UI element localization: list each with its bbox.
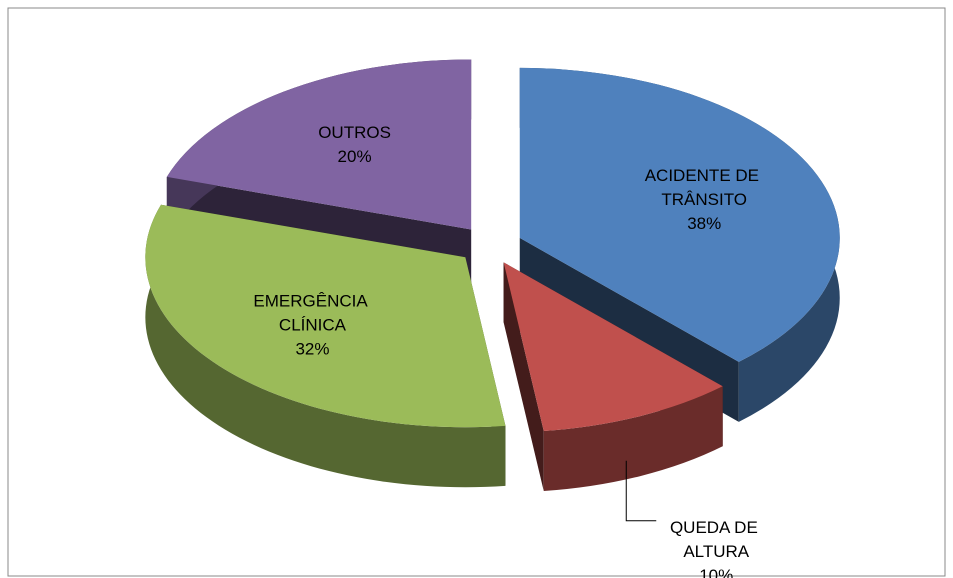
data-label-category: EMERGÊNCIA CLÍNICA <box>253 291 371 334</box>
data-label-value: 32% <box>295 339 329 358</box>
slice <box>503 262 723 432</box>
slice <box>145 204 506 488</box>
data-label-value: 20% <box>338 147 372 166</box>
slice <box>519 67 840 362</box>
slice <box>166 59 472 230</box>
data-label-category: ACIDENTE DE TRÂNSITO <box>645 166 764 209</box>
slice-side-wall <box>503 262 544 492</box>
data-label-value: 38% <box>687 214 721 233</box>
slice-outer-wall <box>543 386 723 492</box>
slice <box>503 262 723 492</box>
data-label-value: 10% <box>699 566 733 578</box>
leader-line <box>625 460 657 522</box>
data-label-category: OUTROS <box>318 123 391 142</box>
data-label-category: QUEDA DE ALTURA <box>670 518 763 561</box>
slice <box>145 204 506 428</box>
slice-outer-wall <box>145 204 506 488</box>
